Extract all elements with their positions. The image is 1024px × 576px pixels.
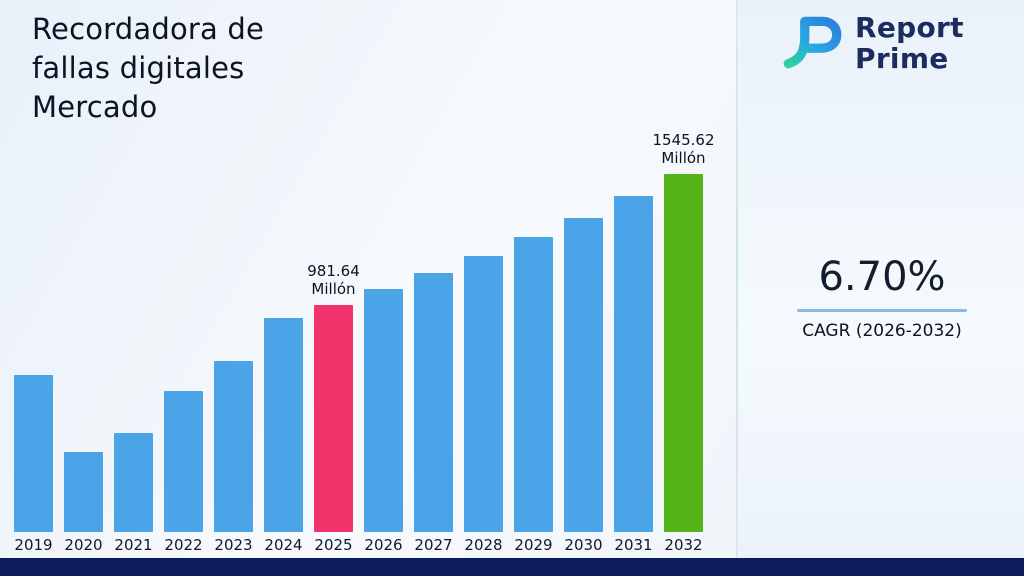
bar-chart: 2019 2020 2021 2022 2023 2024 981.64 Millón 202… (14, 131, 715, 558)
bar-column-2028: 2028 (464, 256, 503, 557)
bar-2021 (114, 433, 153, 532)
cagr-value: 6.70% (818, 254, 946, 300)
bar-2025 (314, 305, 353, 532)
bar-column-2021: 2021 (114, 433, 153, 557)
bar-value-label-2025: 981.64 Millón (307, 261, 360, 299)
footer-bar (0, 558, 1024, 576)
x-tick-2025: 2025 (314, 536, 353, 554)
bar-2019 (14, 375, 53, 532)
bar-value-label-2032: 1545.62 Millón (652, 130, 715, 168)
x-tick-2030: 2030 (564, 536, 603, 554)
cagr-block: 6.70% CAGR (2026-2032) (762, 254, 1002, 341)
x-tick-2020: 2020 (64, 536, 103, 554)
bar-2020 (64, 452, 103, 532)
x-tick-2024: 2024 (264, 536, 303, 554)
bar-2032 (664, 174, 703, 532)
bar-column-2019: 2019 (14, 375, 53, 557)
report-prime-logo-icon (780, 12, 846, 74)
x-tick-2027: 2027 (414, 536, 453, 554)
bar-2027 (414, 273, 453, 532)
bar-2026 (364, 289, 403, 532)
x-tick-2023: 2023 (214, 536, 253, 554)
x-tick-2021: 2021 (114, 536, 153, 554)
logo-text: Report Prime (855, 12, 964, 75)
bar-2028 (464, 256, 503, 532)
x-tick-2022: 2022 (164, 536, 203, 554)
bar-column-2031: 2031 (614, 196, 653, 557)
bar-column-2030: 2030 (564, 218, 603, 557)
panel-divider (736, 0, 738, 558)
bar-2022 (164, 391, 203, 532)
report-prime-logo: Report Prime (780, 12, 964, 75)
bar-2029 (514, 237, 553, 532)
bar-2031 (614, 196, 653, 532)
x-tick-2031: 2031 (614, 536, 653, 554)
logo-text-report: Report (855, 11, 964, 44)
bar-column-2027: 2027 (414, 273, 453, 557)
page-title: Recordadora de fallas digitales Mercado (32, 12, 265, 124)
bar-column-2025: 981.64 Millón 2025 (307, 262, 360, 558)
cagr-underline (797, 309, 967, 312)
x-tick-2029: 2029 (514, 536, 553, 554)
x-tick-2028: 2028 (464, 536, 503, 554)
bar-column-2022: 2022 (164, 391, 203, 557)
cagr-label: CAGR (2026-2032) (802, 321, 962, 341)
x-tick-2019: 2019 (14, 536, 53, 554)
bar-column-2023: 2023 (214, 361, 253, 557)
bar-column-2026: 2026 (364, 289, 403, 557)
bar-column-2024: 2024 (264, 318, 303, 557)
bar-2030 (564, 218, 603, 532)
bar-2023 (214, 361, 253, 532)
x-tick-2026: 2026 (364, 536, 403, 554)
logo-text-prime: Prime (855, 42, 949, 76)
bar-column-2029: 2029 (514, 237, 553, 557)
bar-2024 (264, 318, 303, 532)
bar-column-2020: 2020 (64, 452, 103, 557)
x-tick-2032: 2032 (664, 536, 703, 554)
right-panel (739, 0, 1024, 558)
bar-column-2032: 1545.62 Millón 2032 (652, 131, 714, 558)
